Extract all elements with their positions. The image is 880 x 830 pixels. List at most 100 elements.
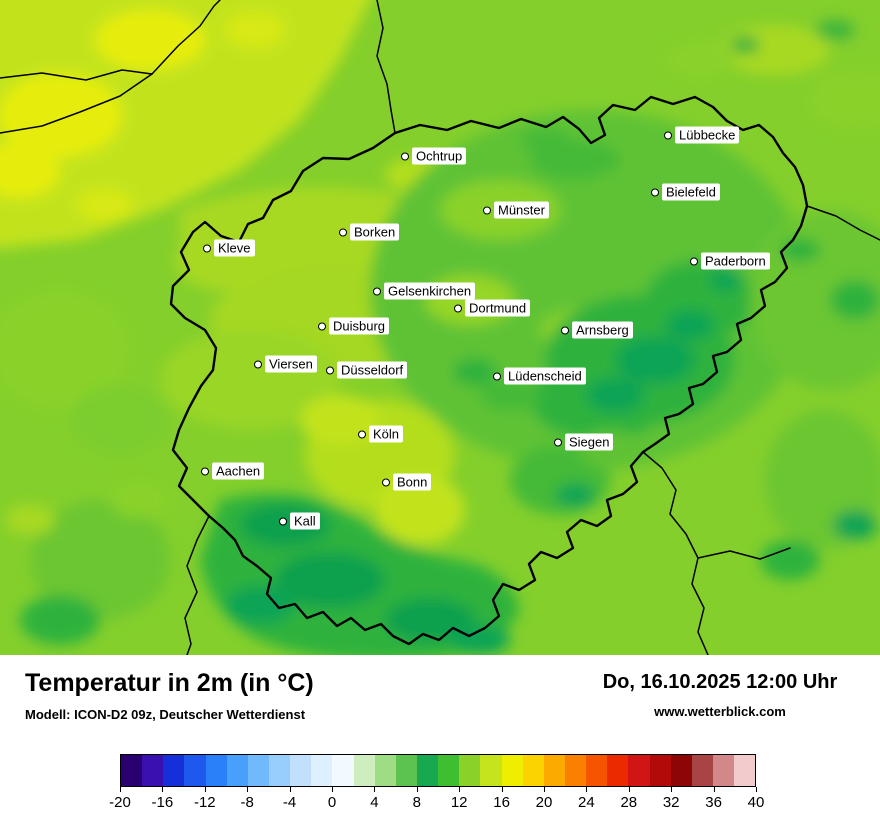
legend-tick-label: 20: [535, 794, 553, 811]
legend-tick-label: 40: [747, 794, 765, 811]
city-dot-icon: [493, 372, 501, 380]
city-dot-icon: [203, 244, 211, 252]
legend-color-segment: [543, 755, 565, 786]
legend-tick-label: -4: [282, 794, 297, 811]
city-label: Lüdenscheid: [504, 367, 586, 385]
legend-tick: [756, 787, 757, 792]
legend-color-segment: [628, 755, 650, 786]
city-dot-icon: [201, 467, 209, 475]
city-dot-icon: [664, 131, 672, 139]
legend-color-segment: [480, 755, 502, 786]
legend-tick-label: 32: [662, 794, 680, 811]
legend-tick: [120, 787, 121, 792]
legend-color-segment: [395, 755, 417, 786]
legend-color-segment: [607, 755, 629, 786]
city-label: Ochtrup: [412, 147, 467, 165]
city-marker-duesseldorf: Düsseldorf: [326, 361, 408, 379]
legend-color-segment: [586, 755, 608, 786]
legend-tick: [416, 787, 418, 792]
legend-tick: [332, 787, 333, 792]
legend-color-segment: [691, 755, 713, 786]
weather-map: Lübbecke Ochtrup Münster Bielefeld Borke…: [0, 0, 880, 655]
city-label: Siegen: [565, 433, 614, 451]
city-label: Bielefeld: [662, 183, 720, 201]
city-marker-luebbecke: Lübbecke: [664, 126, 740, 144]
city-marker-muenster: Münster: [483, 201, 549, 219]
city-label: Arnsberg: [572, 321, 633, 339]
legend-color-segment: [226, 755, 248, 786]
city-dot-icon: [339, 228, 347, 236]
city-marker-ochtrup: Ochtrup: [401, 147, 467, 165]
legend-color-segment: [353, 755, 375, 786]
city-label: Duisburg: [329, 317, 390, 335]
legend-tick: [671, 787, 673, 792]
city-dot-icon: [651, 188, 659, 196]
city-marker-luedenscheid: Lüdenscheid: [493, 367, 586, 385]
legend-tick-label: 24: [578, 794, 595, 811]
city-label: Gelsenkirchen: [384, 282, 476, 300]
state-borders: [0, 0, 880, 655]
city-label: Paderborn: [701, 252, 770, 270]
legend-color-segment: [374, 755, 396, 786]
legend-tick: [459, 787, 461, 792]
city-marker-viersen: Viersen: [254, 355, 317, 373]
city-label: Kall: [290, 512, 320, 530]
forecast-datetime: Do, 16.10.2025 12:00 Uhr: [602, 671, 838, 693]
legend-color-segment: [184, 755, 206, 786]
city-dot-icon: [483, 206, 491, 214]
legend-color-segment: [247, 755, 269, 786]
city-label: Kleve: [214, 239, 255, 257]
legend-axis: -20 -16 -12 -8 -4 0 4 8 12 16 20 24 28 32 36 40: [109, 787, 764, 813]
city-label: Köln: [369, 425, 404, 443]
legend-color-segment: [121, 755, 143, 786]
city-label: Dortmund: [465, 299, 531, 317]
legend-tick: [374, 787, 376, 792]
city-dot-icon: [326, 366, 334, 374]
legend-color-segment: [670, 755, 692, 786]
city-marker-bielefeld: Bielefeld: [651, 183, 720, 201]
legend-tick: [162, 787, 164, 792]
legend-color-segment: [311, 755, 333, 786]
legend-tick-label: 12: [450, 794, 468, 811]
legend-color-segment: [416, 755, 439, 786]
city-dot-icon: [373, 287, 381, 295]
city-dot-icon: [318, 322, 326, 330]
legend-tick: [247, 787, 249, 792]
city-marker-gelsenkirchen: Gelsenkirchen: [373, 282, 476, 300]
temperature-map-svg: [0, 0, 880, 655]
website-url: www.wetterblick.com: [654, 704, 786, 719]
legend-tick-label: -20: [109, 794, 131, 811]
legend-tick-label: 0: [327, 794, 337, 811]
city-dot-icon: [454, 304, 462, 312]
legend-color-segment: [163, 755, 185, 786]
footer-right-column: Do, 16.10.2025 12:00 Uhr www.wetterblick…: [580, 671, 860, 719]
city-marker-dortmund: Dortmund: [454, 299, 531, 317]
legend-tick: [586, 787, 588, 792]
city-dot-icon: [554, 438, 562, 446]
legend-tick: [289, 787, 291, 792]
legend-color-segment: [712, 755, 735, 786]
legend-tick-label: 36: [705, 794, 722, 811]
city-dot-icon: [401, 152, 409, 160]
legend-tick: [628, 787, 630, 792]
city-dot-icon: [358, 430, 366, 438]
legend-color-segment: [142, 755, 164, 786]
page-title: Temperatur in 2m (in °C): [25, 669, 314, 697]
temperature-legend: -20 -16 -12 -8 -4 0 4 8 12 16 20 24 28 32 36 40: [109, 754, 764, 816]
legend-tick: [713, 787, 715, 792]
temperature-field: [0, 0, 880, 655]
city-marker-aachen: Aachen: [201, 462, 265, 480]
city-label: Münster: [494, 201, 549, 219]
city-marker-borken: Borken: [339, 223, 400, 241]
legend-tick-label: -12: [193, 794, 216, 811]
legend-tick-label: 28: [620, 794, 638, 811]
city-marker-siegen: Siegen: [554, 433, 614, 451]
legend-tick-label: -16: [151, 794, 174, 811]
legend-tick: [501, 787, 503, 792]
legend-tick: [544, 787, 545, 792]
legend-tick-label: -8: [240, 794, 254, 811]
city-dot-icon: [279, 517, 287, 525]
legend-bar: [120, 754, 756, 787]
legend-tick-label: 4: [370, 794, 379, 811]
legend-color-segment: [290, 755, 312, 786]
